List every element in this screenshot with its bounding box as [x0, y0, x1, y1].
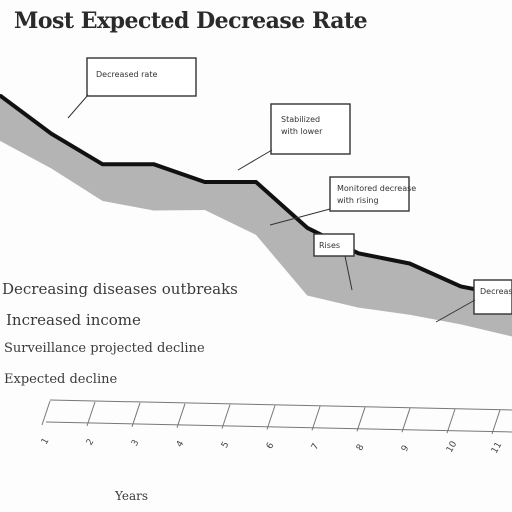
area-layer: [0, 95, 512, 337]
data-point: [100, 162, 104, 166]
callout-box: [270, 103, 351, 155]
data-point: [356, 251, 360, 255]
callout-leader: [67, 94, 89, 119]
x-tick: [401, 408, 411, 433]
x-axis-top-line: [49, 399, 512, 411]
chart-title: Most Expected Decrease Rate: [14, 8, 367, 34]
callout-text: with lower: [281, 127, 323, 136]
x-axis-bottom-line: [45, 421, 512, 433]
area-band: [0, 95, 512, 337]
callout-leader: [237, 149, 273, 171]
x-tick: [356, 407, 366, 432]
callout-box: [86, 57, 197, 97]
x-tick-label: 3: [130, 438, 142, 448]
callout-text: Decrease: [480, 287, 512, 296]
data-point: [152, 162, 156, 166]
x-tick-label: 8: [355, 443, 367, 453]
callout-text: with rising: [337, 196, 379, 205]
x-tick: [86, 401, 96, 427]
data-point: [203, 180, 207, 184]
x-tick-label: 6: [265, 441, 277, 451]
x-tick: [491, 409, 501, 435]
callout-leader: [435, 299, 476, 323]
x-tick-label: 11: [490, 441, 504, 456]
callout-box: [313, 233, 355, 257]
side-note: Surveillance projected decline: [4, 341, 205, 356]
x-tick-label: 4: [175, 439, 187, 449]
x-tick: [311, 406, 321, 431]
callout-3: Rises: [313, 233, 355, 291]
data-point: [0, 93, 2, 97]
x-tick-label: 1: [40, 437, 52, 447]
x-tick-layer: 1 2 3 4 5 6 7 8 9 10 11: [40, 400, 504, 456]
data-point: [49, 132, 53, 136]
callout-text: Monitored decrease: [337, 184, 416, 193]
callout-1: Stabilized with lower: [237, 103, 351, 171]
line-layer: [0, 93, 512, 299]
x-tick: [221, 404, 231, 429]
callout-4: Decrease: [435, 279, 512, 323]
data-point: [408, 261, 412, 265]
data-point: [305, 226, 309, 230]
side-note: Increased income: [6, 311, 141, 329]
x-tick: [131, 402, 141, 427]
callout-text: Stabilized: [281, 115, 320, 124]
x-tick-label: 2: [85, 437, 97, 447]
x-tick: [41, 400, 51, 426]
x-tick-label: 10: [445, 439, 460, 454]
callout-text: Rises: [319, 241, 340, 250]
x-tick: [446, 408, 456, 434]
callout-box: [329, 176, 410, 212]
x-axis-label: Years: [114, 489, 148, 503]
side-note: Decreasing diseases outbreaks: [2, 280, 238, 298]
callout-leader: [344, 255, 353, 291]
callout-0: Decreased rate: [67, 57, 197, 119]
x-tick: [176, 403, 186, 428]
x-tick-label: 5: [220, 440, 232, 450]
side-note: Expected decline: [4, 372, 117, 387]
callout-2: Monitored decrease with rising: [269, 176, 416, 226]
callout-leader: [269, 208, 331, 226]
callout-text: Decreased rate: [96, 70, 157, 79]
data-point: [254, 180, 258, 184]
callout-box: [473, 279, 512, 315]
data-point: [459, 284, 463, 288]
x-tick: [266, 405, 276, 430]
x-tick-label: 7: [310, 442, 322, 452]
x-tick-label: 9: [400, 444, 412, 454]
